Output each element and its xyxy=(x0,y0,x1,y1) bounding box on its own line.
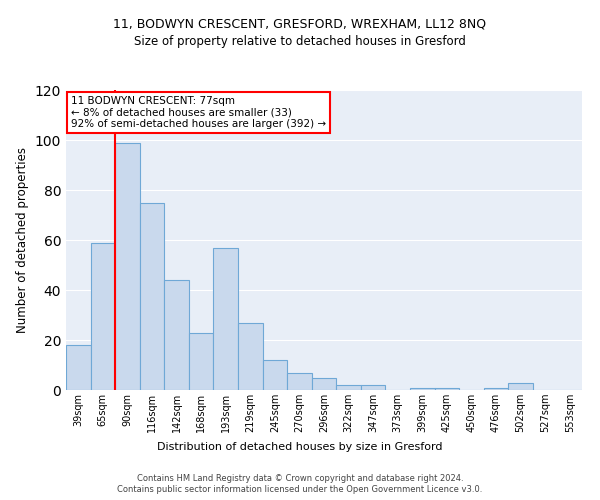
Text: Contains HM Land Registry data © Crown copyright and database right 2024.: Contains HM Land Registry data © Crown c… xyxy=(137,474,463,483)
Bar xyxy=(189,332,214,390)
Bar xyxy=(287,372,312,390)
Bar xyxy=(336,385,361,390)
Bar xyxy=(66,345,91,390)
Text: 11, BODWYN CRESCENT, GRESFORD, WREXHAM, LL12 8NQ: 11, BODWYN CRESCENT, GRESFORD, WREXHAM, … xyxy=(113,18,487,30)
Text: 11 BODWYN CRESCENT: 77sqm
← 8% of detached houses are smaller (33)
92% of semi-d: 11 BODWYN CRESCENT: 77sqm ← 8% of detach… xyxy=(71,96,326,129)
Text: Contains public sector information licensed under the Open Government Licence v3: Contains public sector information licen… xyxy=(118,485,482,494)
Y-axis label: Number of detached properties: Number of detached properties xyxy=(16,147,29,333)
Bar xyxy=(263,360,287,390)
Text: Distribution of detached houses by size in Gresford: Distribution of detached houses by size … xyxy=(157,442,443,452)
Bar xyxy=(238,322,263,390)
Bar xyxy=(164,280,189,390)
Bar xyxy=(508,382,533,390)
Bar xyxy=(434,388,459,390)
Bar xyxy=(115,142,140,390)
Bar xyxy=(214,248,238,390)
Bar xyxy=(410,388,434,390)
Bar xyxy=(91,242,115,390)
Bar xyxy=(484,388,508,390)
Bar xyxy=(361,385,385,390)
Bar xyxy=(140,202,164,390)
Bar xyxy=(312,378,336,390)
Text: Size of property relative to detached houses in Gresford: Size of property relative to detached ho… xyxy=(134,35,466,48)
